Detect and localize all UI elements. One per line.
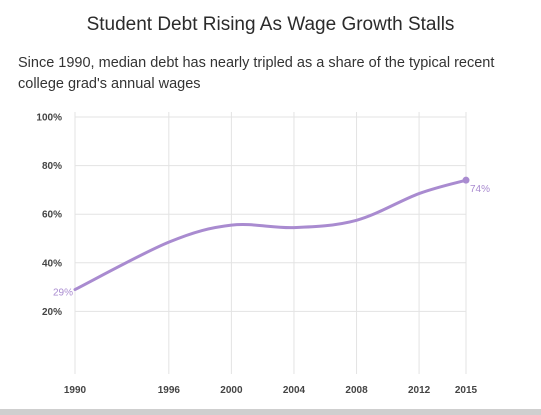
chart-title: Student Debt Rising As Wage Growth Stall… [86,14,455,35]
data-label: 74% [470,184,490,195]
x-tick-label: 1990 [64,385,87,396]
end-point-marker [462,176,470,184]
y-tick-label: 40% [42,258,62,269]
x-tick-label: 2004 [283,385,306,396]
x-tick-label: 2008 [345,385,368,396]
chart-subtitle: Since 1990, median debt has nearly tripl… [18,55,495,92]
series-line [73,178,468,292]
y-tick-label: 100% [36,113,62,124]
y-tick-label: 20% [42,307,62,318]
y-tick-label: 60% [42,210,62,221]
x-tick-label: 2012 [408,385,431,396]
x-tick-label: 2015 [455,385,478,396]
y-tick-label: 80% [42,161,62,172]
x-tick-label: 2000 [220,385,243,396]
data-label: 29% [53,288,73,299]
bottom-divider [0,409,541,415]
x-tick-label: 1996 [158,385,181,396]
